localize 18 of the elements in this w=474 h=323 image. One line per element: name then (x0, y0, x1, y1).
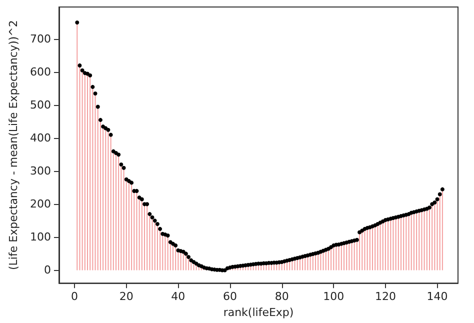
y-tick-label: 100 (30, 230, 51, 244)
x-tick-label: 100 (323, 290, 344, 304)
y-tick-label: 500 (30, 98, 51, 112)
x-tick-label: 60 (223, 290, 237, 304)
x-tick-label: 0 (71, 290, 78, 304)
x-tick-label: 40 (171, 290, 186, 304)
y-tick-label: 0 (44, 264, 51, 277)
y-tick-label: 400 (30, 132, 51, 145)
x-tick-label: 140 (426, 290, 448, 304)
x-tick-label: 20 (119, 290, 134, 304)
x-axis-title: rank(lifeExp) (223, 306, 294, 319)
y-tick-label: 300 (30, 164, 51, 178)
x-tick-label: 120 (374, 290, 396, 304)
y-axis-title: (Life Expectancy - mean(Life Expectancy))^2 (7, 20, 20, 270)
y-tick-label: 600 (30, 66, 51, 79)
y-tick-label: 700 (30, 32, 51, 46)
x-tick-label: 80 (274, 290, 289, 304)
y-tick-label: 200 (30, 198, 51, 211)
